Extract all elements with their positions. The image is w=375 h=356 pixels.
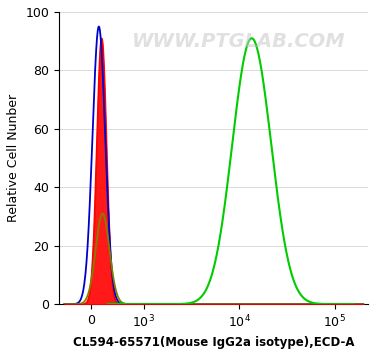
Text: WWW.PTGLAB.COM: WWW.PTGLAB.COM	[132, 32, 345, 51]
Y-axis label: Relative Cell Nunber: Relative Cell Nunber	[7, 94, 20, 222]
X-axis label: CL594-65571(Mouse IgG2a isotype),ECD-A: CL594-65571(Mouse IgG2a isotype),ECD-A	[73, 336, 354, 349]
